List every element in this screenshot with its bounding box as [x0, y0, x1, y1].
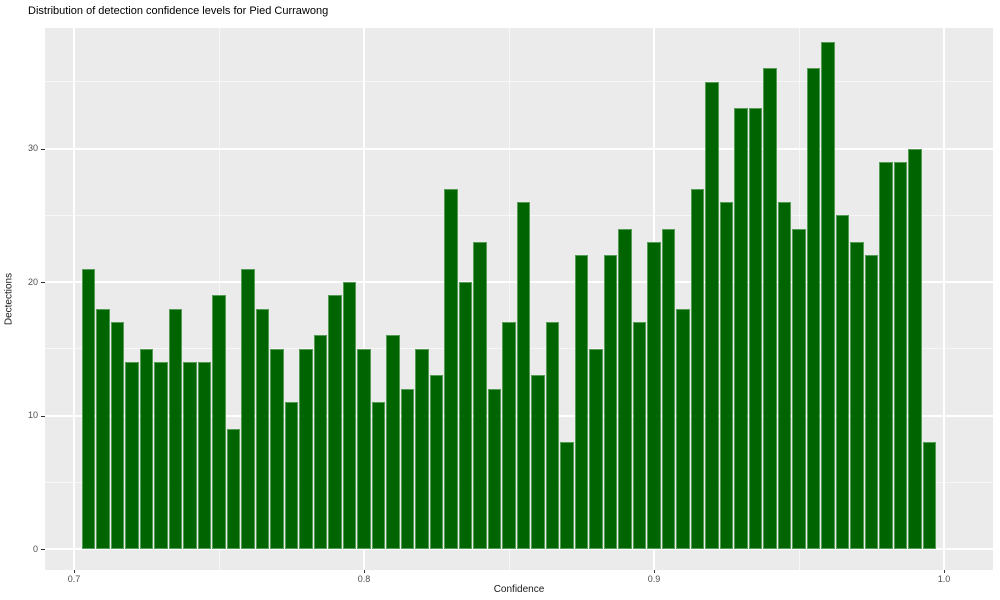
histogram-bar: [313, 335, 328, 549]
y-tick-mark: [41, 148, 45, 150]
histogram-bar: [545, 322, 560, 549]
histogram-bar: [429, 375, 444, 549]
histogram-bar: [400, 388, 415, 549]
histogram-bar: [255, 308, 270, 549]
x-tick-mark: [74, 570, 75, 573]
y-tick-label: 0: [32, 543, 38, 554]
x-gridline-minor: [508, 28, 510, 570]
histogram-bar: [299, 348, 313, 549]
chart-title: Distribution of detection confidence lev…: [28, 5, 329, 17]
x-gridline-major: [363, 28, 365, 570]
x-tick-label: 0.8: [357, 574, 371, 584]
histogram-bar: [502, 322, 516, 549]
x-tick-label: 1.0: [937, 574, 951, 584]
x-gridline-major: [73, 28, 75, 570]
x-tick-mark: [364, 570, 365, 573]
y-tick-mark: [41, 282, 45, 283]
histogram-bar: [647, 241, 661, 549]
histogram-bar: [270, 348, 284, 549]
histogram-bar: [458, 282, 473, 549]
histogram-bar: [589, 348, 603, 549]
histogram-bar: [154, 362, 168, 549]
histogram-bar: [444, 188, 458, 549]
y-gridline-minor: [45, 81, 993, 83]
y-tick-label: 10: [27, 410, 38, 420]
histogram-bar: [835, 215, 850, 549]
histogram-bar: [197, 362, 212, 549]
histogram-bar: [821, 41, 835, 549]
histogram-bar: [676, 308, 690, 549]
histogram-bar: [125, 362, 139, 549]
histogram-bar: [371, 402, 386, 549]
histogram-bar: [328, 295, 342, 549]
histogram-bar: [574, 255, 589, 549]
histogram-bar: [734, 108, 748, 549]
histogram-bar: [357, 348, 371, 549]
x-axis-label: Confidence: [493, 584, 545, 595]
histogram-bar: [705, 81, 719, 549]
x-tick-label: 0.9: [647, 574, 661, 584]
histogram-bar: [386, 335, 400, 549]
histogram-bar: [777, 201, 792, 549]
histogram-bar: [560, 442, 574, 549]
histogram-bar: [96, 308, 110, 549]
histogram-bar: [531, 375, 545, 549]
y-tick-label: 20: [27, 276, 38, 287]
histogram-bar: [632, 322, 647, 549]
y-tick-mark: [41, 415, 45, 417]
histogram-bar: [212, 295, 226, 549]
x-tick-mark: [654, 570, 655, 573]
histogram-bar: [806, 68, 821, 549]
histogram-bar: [719, 201, 734, 549]
histogram-bar: [516, 201, 531, 549]
histogram-bar: [850, 241, 864, 549]
histogram-bar: [284, 402, 299, 549]
y-gridline-major: [45, 548, 993, 550]
x-tick-label: 0.7: [67, 574, 81, 584]
plot-panel: [45, 28, 993, 570]
histogram-bar: [618, 228, 632, 549]
histogram-bar: [879, 161, 893, 549]
histogram-bar: [487, 388, 502, 549]
histogram-bar: [226, 428, 241, 549]
histogram-bar: [922, 442, 937, 549]
histogram-bar: [603, 255, 618, 549]
histogram-bar: [690, 188, 705, 549]
histogram-bar: [110, 322, 125, 549]
histogram-bar: [81, 268, 96, 549]
histogram-bar: [748, 108, 763, 549]
histogram-bar: [241, 268, 255, 549]
histogram-bar: [473, 241, 487, 549]
x-gridline-major: [943, 28, 945, 570]
histogram-bar: [168, 308, 183, 549]
y-tick-label: 30: [27, 143, 38, 153]
histogram-bar: [139, 348, 154, 549]
x-tick-mark: [944, 570, 945, 573]
histogram-bar: [893, 161, 908, 549]
histogram-bar: [908, 148, 922, 549]
histogram-bar: [661, 228, 676, 549]
histogram-bar: [792, 228, 806, 549]
y-gridline-major: [45, 147, 993, 150]
histogram-bar: [342, 282, 357, 549]
histogram-bar: [415, 348, 429, 549]
histogram-bar: [183, 362, 197, 549]
y-tick-mark: [41, 549, 45, 550]
histogram-bar: [763, 68, 777, 549]
histogram-bar: [864, 255, 879, 549]
